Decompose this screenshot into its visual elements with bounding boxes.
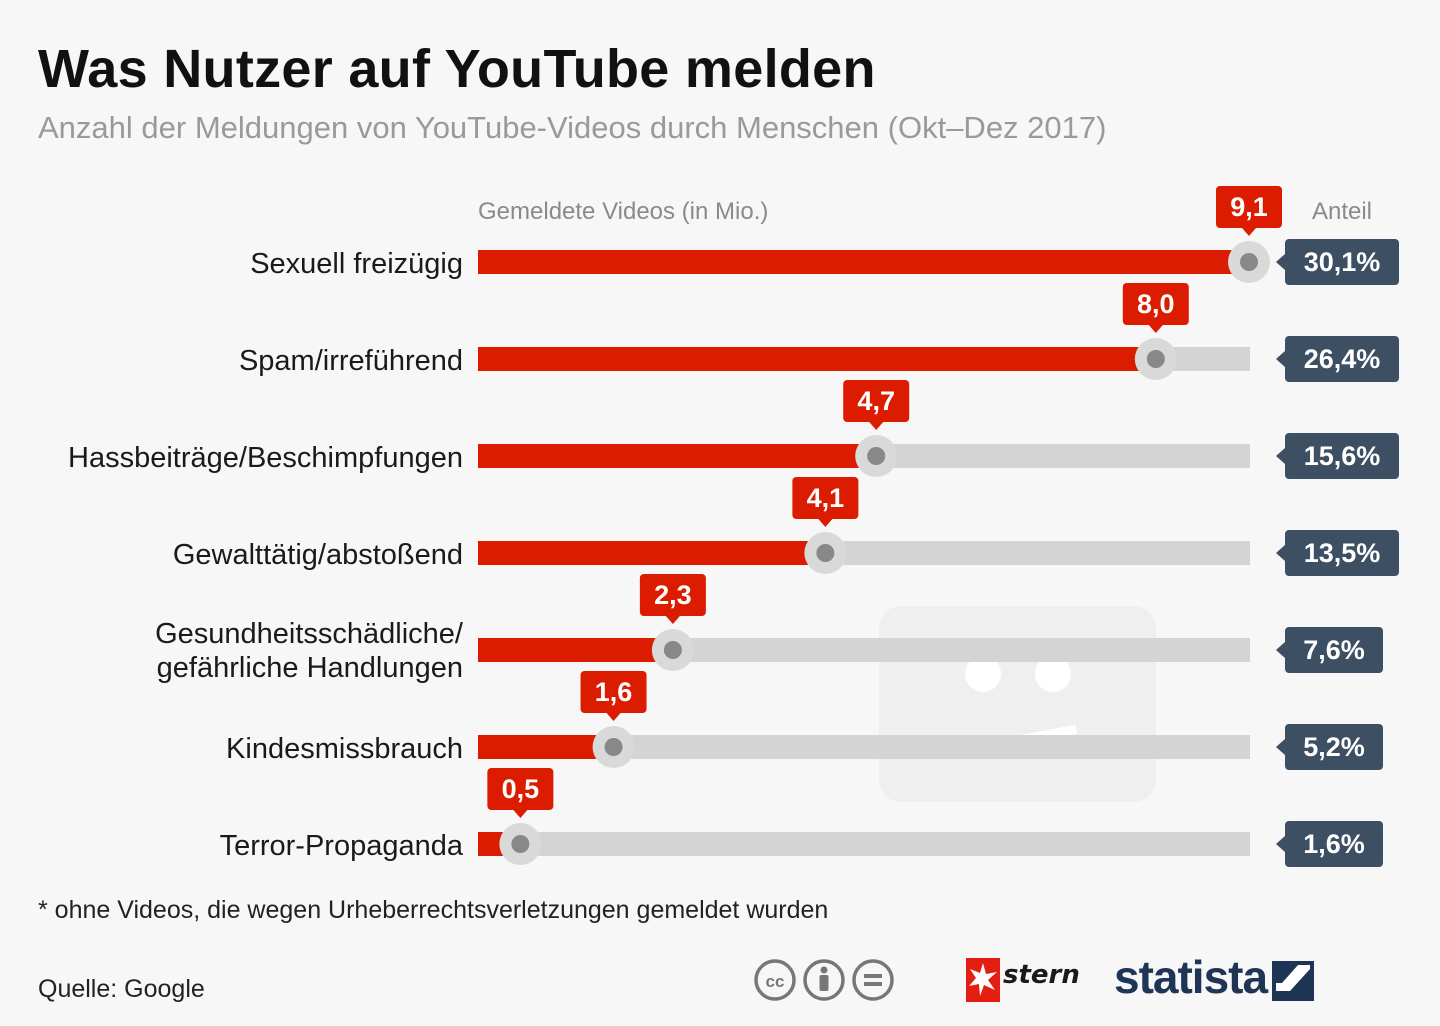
value-bubble-pointer xyxy=(818,519,833,527)
stern-star-icon xyxy=(966,958,1000,1002)
share-label: 26,4% xyxy=(1304,344,1381,374)
bar-knob-dot xyxy=(816,544,835,562)
category-label: Sexuell freizügig xyxy=(250,248,463,280)
share-badge-pointer xyxy=(1276,351,1285,367)
bar-row: 4,7 Hassbeiträge/Beschimpfungen 15,6% xyxy=(68,380,1399,479)
statista-mark-icon xyxy=(1272,961,1314,1001)
cc-icon: cc xyxy=(754,959,796,1001)
by-icon xyxy=(803,959,845,1001)
share-badge xyxy=(1285,724,1383,770)
value-header: Gemeldete Videos (in Mio.) xyxy=(478,198,768,225)
share-label: 7,6% xyxy=(1303,635,1365,665)
bar-row: 0,5 Terror-Propaganda 1,6% xyxy=(220,768,1383,867)
data-label: 8,0 xyxy=(1137,289,1175,319)
bar-row: 8,0 Spam/irreführend 26,4% xyxy=(239,283,1399,382)
share-label: 5,2% xyxy=(1303,732,1365,762)
bar-knob-dot xyxy=(604,738,623,756)
license-icons: cc xyxy=(754,959,894,1001)
value-bubble-pointer xyxy=(1148,325,1163,333)
bar-knob-dot xyxy=(867,447,886,465)
bar xyxy=(478,250,1249,274)
value-bubble xyxy=(487,768,554,810)
value-bubble xyxy=(1122,283,1189,325)
share-badge-pointer xyxy=(1276,254,1285,270)
share-badge-pointer xyxy=(1276,642,1285,658)
chart-subtitle: Anzahl der Meldungen von YouTube-Videos … xyxy=(38,110,1107,145)
category-label: Gesundheitsschädliche/ xyxy=(155,618,464,650)
data-label: 0,5 xyxy=(502,774,540,804)
bar-row: 9,1 Sexuell freizügig 30,1% xyxy=(250,186,1399,285)
nd-icon xyxy=(852,959,894,1001)
share-badge xyxy=(1285,821,1383,867)
data-label: 4,7 xyxy=(857,386,895,416)
svg-text:cc: cc xyxy=(766,972,785,991)
share-header: Anteil xyxy=(1312,198,1372,225)
data-label: 4,1 xyxy=(807,483,845,513)
category-label: Spam/irreführend xyxy=(239,345,463,377)
bar xyxy=(478,735,614,759)
value-bubble xyxy=(1216,186,1282,228)
sad-video-icon xyxy=(879,606,1156,802)
value-bubble-pointer xyxy=(513,810,528,818)
bar-chart: Gemeldete Videos (in Mio.) Anteil 9,1 Sex… xyxy=(68,186,1399,867)
share-badge-pointer xyxy=(1276,739,1285,755)
source-label: Quelle: Google xyxy=(38,975,205,1003)
bar xyxy=(478,638,673,662)
share-badge xyxy=(1285,433,1399,479)
value-bubble-pointer xyxy=(869,422,884,430)
category-label: Terror-Propaganda xyxy=(220,830,464,862)
share-label: 1,6% xyxy=(1303,829,1365,859)
statista-logo-text: statista xyxy=(1114,951,1268,1003)
value-bubble-pointer xyxy=(1242,228,1256,236)
share-label: 30,1% xyxy=(1304,247,1381,277)
bar xyxy=(478,541,826,565)
data-label: 9,1 xyxy=(1230,192,1268,222)
category-label: Gewalttätig/abstoßend xyxy=(173,539,463,571)
bar xyxy=(478,444,877,468)
bar-knob-dot xyxy=(511,835,530,853)
share-badge xyxy=(1285,627,1383,673)
share-label: 15,6% xyxy=(1304,441,1381,471)
share-badge-pointer xyxy=(1276,836,1285,852)
category-label: gefährliche Handlungen xyxy=(157,652,463,684)
bar xyxy=(478,347,1156,371)
share-badge xyxy=(1285,336,1399,382)
value-bubble xyxy=(580,671,647,713)
footnote: * ohne Videos, die wegen Urheberrechtsve… xyxy=(38,896,829,924)
data-label: 2,3 xyxy=(654,580,692,610)
bar-row: 2,3 Gesundheitsschädliche/gefährliche Han… xyxy=(155,574,1383,684)
bar-knob-dot xyxy=(1240,253,1258,271)
bar-row: 4,1 Gewalttätig/abstoßend 13,5% xyxy=(173,477,1399,576)
stern-logo-text: stern xyxy=(1003,960,1080,990)
chart-title: Was Nutzer auf YouTube melden xyxy=(38,39,876,99)
value-bubble xyxy=(792,477,859,519)
value-bubble-pointer xyxy=(665,616,680,624)
bar-knob-dot xyxy=(1146,350,1165,368)
bar-row: 1,6 Kindesmissbrauch 5,2% xyxy=(226,671,1383,770)
category-label: Kindesmissbrauch xyxy=(226,733,463,765)
share-badge xyxy=(1285,239,1399,285)
bar-knob-dot xyxy=(663,641,682,659)
share-badge xyxy=(1285,530,1399,576)
bar-track xyxy=(478,832,1250,856)
share-badge-pointer xyxy=(1276,448,1285,464)
share-label: 13,5% xyxy=(1304,538,1381,568)
share-badge-pointer xyxy=(1276,545,1285,561)
category-label: Hassbeiträge/Beschimpfungen xyxy=(68,442,463,474)
value-bubble xyxy=(639,574,706,616)
value-bubble xyxy=(843,380,910,422)
data-label: 1,6 xyxy=(595,677,633,707)
value-bubble-pointer xyxy=(606,713,621,721)
